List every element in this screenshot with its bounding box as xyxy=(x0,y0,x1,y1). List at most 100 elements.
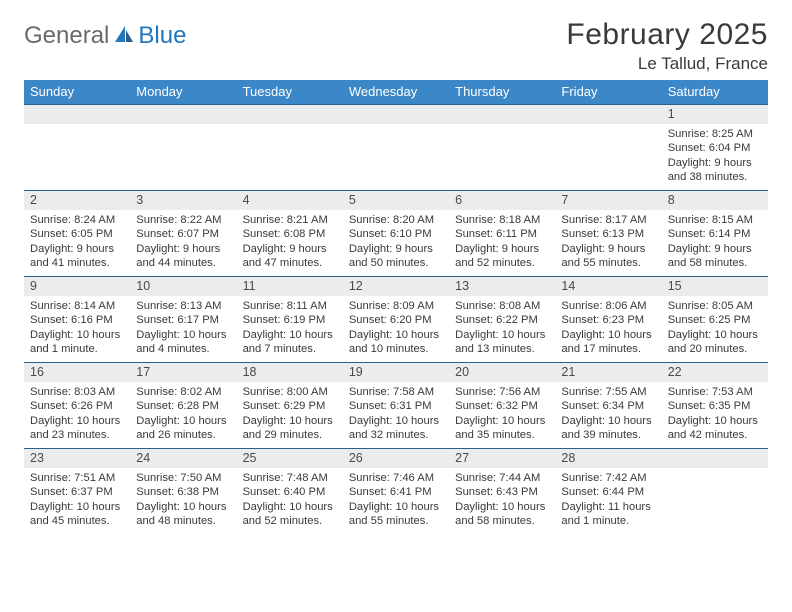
day-body: Sunrise: 8:06 AMSunset: 6:23 PMDaylight:… xyxy=(555,296,661,360)
calendar-table: Sunday Monday Tuesday Wednesday Thursday… xyxy=(24,80,768,535)
logo-text-general: General xyxy=(24,22,109,50)
sunset-text: Sunset: 6:16 PM xyxy=(30,313,124,327)
day-number: 18 xyxy=(237,363,343,382)
sunset-text: Sunset: 6:40 PM xyxy=(243,485,337,499)
sunset-text: Sunset: 6:41 PM xyxy=(349,485,443,499)
day-cell: 11Sunrise: 8:11 AMSunset: 6:19 PMDayligh… xyxy=(237,277,343,363)
sunrise-text: Sunrise: 7:46 AM xyxy=(349,471,443,485)
day-body: Sunrise: 7:44 AMSunset: 6:43 PMDaylight:… xyxy=(449,468,555,532)
day-number: 7 xyxy=(555,191,661,210)
day-cell: 21 Sunrise: 7:55 AMSunset: 6:34 PMDayligh… xyxy=(555,363,661,449)
day-number-empty xyxy=(130,105,236,124)
dow-wednesday: Wednesday xyxy=(343,80,449,105)
day-cell xyxy=(343,105,449,191)
daylight-text: Daylight: 10 hours and 39 minutes. xyxy=(561,414,655,443)
sunset-text: Sunset: 6:04 PM xyxy=(668,141,762,155)
day-cell: 27Sunrise: 7:44 AMSunset: 6:43 PMDayligh… xyxy=(449,449,555,535)
sunrise-text: Sunrise: 8:24 AM xyxy=(30,213,124,227)
day-body: Sunrise: 8:11 AMSunset: 6:19 PMDaylight:… xyxy=(237,296,343,360)
sunset-text: Sunset: 6:35 PM xyxy=(668,399,762,413)
day-body: Sunrise: 7:51 AMSunset: 6:37 PMDaylight:… xyxy=(24,468,130,532)
day-cell xyxy=(662,449,768,535)
daylight-text: Daylight: 10 hours and 17 minutes. xyxy=(561,328,655,357)
day-cell: 28Sunrise: 7:42 AMSunset: 6:44 PMDayligh… xyxy=(555,449,661,535)
sunset-text: Sunset: 6:20 PM xyxy=(349,313,443,327)
day-cell: 7Sunrise: 8:17 AMSunset: 6:13 PMDaylight… xyxy=(555,191,661,277)
sunrise-text: Sunrise: 8:13 AM xyxy=(136,299,230,313)
day-number: 17 xyxy=(130,363,236,382)
day-cell: 24Sunrise: 7:50 AMSunset: 6:38 PMDayligh… xyxy=(130,449,236,535)
day-number-empty xyxy=(662,449,768,468)
day-body: Sunrise: 8:22 AMSunset: 6:07 PMDaylight:… xyxy=(130,210,236,274)
day-number-empty xyxy=(449,105,555,124)
daylight-text: Daylight: 11 hours and 1 minute. xyxy=(561,500,655,529)
sunrise-text: Sunrise: 8:15 AM xyxy=(668,213,762,227)
day-cell: 19Sunrise: 7:58 AMSunset: 6:31 PMDayligh… xyxy=(343,363,449,449)
sunset-text: Sunset: 6:25 PM xyxy=(668,313,762,327)
day-cell: 3Sunrise: 8:22 AMSunset: 6:07 PMDaylight… xyxy=(130,191,236,277)
daylight-text: Daylight: 10 hours and 35 minutes. xyxy=(455,414,549,443)
sunset-text: Sunset: 6:44 PM xyxy=(561,485,655,499)
sunset-text: Sunset: 6:07 PM xyxy=(136,227,230,241)
day-body: Sunrise: 8:08 AMSunset: 6:22 PMDaylight:… xyxy=(449,296,555,360)
daylight-text: Daylight: 9 hours and 55 minutes. xyxy=(561,242,655,271)
sunrise-text: Sunrise: 8:21 AM xyxy=(243,213,337,227)
day-body: Sunrise: 8:18 AMSunset: 6:11 PMDaylight:… xyxy=(449,210,555,274)
day-number: 2 xyxy=(24,191,130,210)
day-number: 25 xyxy=(237,449,343,468)
day-number: 14 xyxy=(555,277,661,296)
daylight-text: Daylight: 10 hours and 7 minutes. xyxy=(243,328,337,357)
day-number: 15 xyxy=(662,277,768,296)
day-body: Sunrise: 8:00 AMSunset: 6:29 PMDaylight:… xyxy=(237,382,343,446)
sunrise-text: Sunrise: 8:25 AM xyxy=(668,127,762,141)
sunrise-text: Sunrise: 7:51 AM xyxy=(30,471,124,485)
day-cell: 4Sunrise: 8:21 AMSunset: 6:08 PMDaylight… xyxy=(237,191,343,277)
day-number-empty xyxy=(24,105,130,124)
day-cell: 23Sunrise: 7:51 AMSunset: 6:37 PMDayligh… xyxy=(24,449,130,535)
daylight-text: Daylight: 10 hours and 20 minutes. xyxy=(668,328,762,357)
day-cell xyxy=(237,105,343,191)
daylight-text: Daylight: 10 hours and 52 minutes. xyxy=(243,500,337,529)
sunrise-text: Sunrise: 7:53 AM xyxy=(668,385,762,399)
daylight-text: Daylight: 10 hours and 1 minute. xyxy=(30,328,124,357)
daylight-text: Daylight: 9 hours and 44 minutes. xyxy=(136,242,230,271)
sunset-text: Sunset: 6:28 PM xyxy=(136,399,230,413)
sunset-text: Sunset: 6:37 PM xyxy=(30,485,124,499)
day-body: Sunrise: 8:20 AMSunset: 6:10 PMDaylight:… xyxy=(343,210,449,274)
sunset-text: Sunset: 6:43 PM xyxy=(455,485,549,499)
daylight-text: Daylight: 10 hours and 13 minutes. xyxy=(455,328,549,357)
day-number: 8 xyxy=(662,191,768,210)
day-body: Sunrise: 7:53 AMSunset: 6:35 PMDaylight:… xyxy=(662,382,768,446)
day-cell: 22Sunrise: 7:53 AMSunset: 6:35 PMDayligh… xyxy=(662,363,768,449)
day-cell xyxy=(555,105,661,191)
day-number: 21 xyxy=(555,363,661,382)
sunset-text: Sunset: 6:05 PM xyxy=(30,227,124,241)
day-cell: 20Sunrise: 7:56 AMSunset: 6:32 PMDayligh… xyxy=(449,363,555,449)
dow-tuesday: Tuesday xyxy=(237,80,343,105)
day-body: Sunrise: 7:50 AMSunset: 6:38 PMDaylight:… xyxy=(130,468,236,532)
sunset-text: Sunset: 6:10 PM xyxy=(349,227,443,241)
sunrise-text: Sunrise: 7:48 AM xyxy=(243,471,337,485)
day-body: Sunrise: 8:24 AMSunset: 6:05 PMDaylight:… xyxy=(24,210,130,274)
day-number: 1 xyxy=(662,105,768,124)
dow-row: Sunday Monday Tuesday Wednesday Thursday… xyxy=(24,80,768,105)
sunset-text: Sunset: 6:32 PM xyxy=(455,399,549,413)
day-body: Sunrise: 7:42 AMSunset: 6:44 PMDaylight:… xyxy=(555,468,661,532)
week-row: 1Sunrise: 8:25 AMSunset: 6:04 PMDaylight… xyxy=(24,105,768,191)
sunset-text: Sunset: 6:26 PM xyxy=(30,399,124,413)
dow-monday: Monday xyxy=(130,80,236,105)
sunrise-text: Sunrise: 7:50 AM xyxy=(136,471,230,485)
daylight-text: Daylight: 10 hours and 23 minutes. xyxy=(30,414,124,443)
daylight-text: Daylight: 10 hours and 48 minutes. xyxy=(136,500,230,529)
sunrise-text: Sunrise: 7:55 AM xyxy=(561,385,655,399)
day-number-empty xyxy=(237,105,343,124)
logo-text-blue: Blue xyxy=(138,22,186,50)
day-body: Sunrise: 7:56 AMSunset: 6:32 PMDaylight:… xyxy=(449,382,555,446)
sunrise-text: Sunrise: 8:03 AM xyxy=(30,385,124,399)
day-cell: 6Sunrise: 8:18 AMSunset: 6:11 PMDaylight… xyxy=(449,191,555,277)
day-number: 12 xyxy=(343,277,449,296)
day-body: Sunrise: 8:15 AMSunset: 6:14 PMDaylight:… xyxy=(662,210,768,274)
sunset-text: Sunset: 6:34 PM xyxy=(561,399,655,413)
daylight-text: Daylight: 9 hours and 41 minutes. xyxy=(30,242,124,271)
sunset-text: Sunset: 6:29 PM xyxy=(243,399,337,413)
